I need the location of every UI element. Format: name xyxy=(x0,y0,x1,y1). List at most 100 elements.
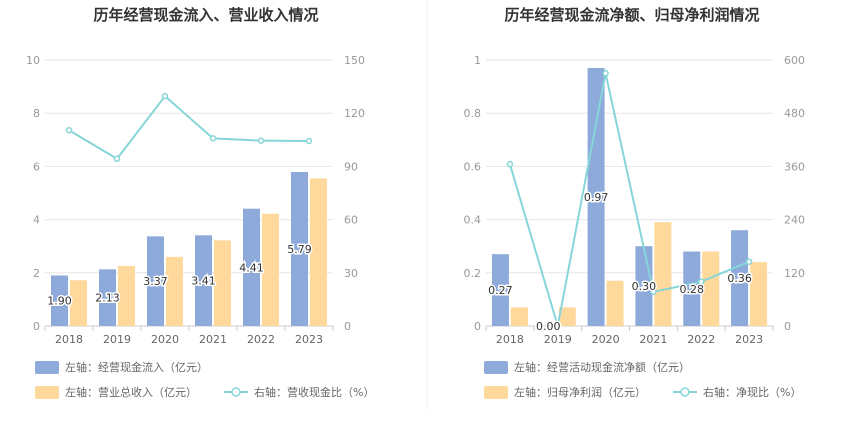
bar-left-series xyxy=(195,235,212,326)
y-right-tick-label: 30 xyxy=(344,267,358,280)
ratio-point xyxy=(506,160,514,168)
bar-right-series xyxy=(654,222,672,326)
bar-data-label: 0.30 xyxy=(632,280,657,293)
y-left-tick-label: 2 xyxy=(33,267,40,280)
bar-data-label: 0.00 xyxy=(536,320,561,333)
bar-data-label: 2.13 xyxy=(95,292,120,305)
y-left-tick-label: 0 xyxy=(474,320,481,333)
bar-right-series xyxy=(70,280,87,326)
legend-swatch xyxy=(484,361,508,374)
x-tick-label: 2023 xyxy=(295,333,323,346)
y-left-tick-label: 0.4 xyxy=(464,214,482,227)
ratio-point xyxy=(745,258,753,265)
bar-right-series xyxy=(750,262,768,326)
x-tick-label: 2020 xyxy=(592,333,620,346)
legend-marker xyxy=(231,387,241,397)
bar-data-label: 0.28 xyxy=(680,283,705,296)
legend-item-left-bar[interactable]: 左轴：经营活动现金流净额（亿元） xyxy=(484,360,690,374)
y-right-tick-label: 0 xyxy=(344,320,351,333)
bar-left-series xyxy=(683,251,701,326)
legend-swatch xyxy=(35,361,59,374)
legend-label: 右轴：净现比（%） xyxy=(703,385,801,399)
y-left-tick-label: 8 xyxy=(33,107,40,120)
bar-left-series xyxy=(243,208,260,326)
bar-right-series xyxy=(702,251,720,326)
chart-net-cashflow-profit: 历年经营现金流净额、归母净利润情况 0 0 0.2 120 0.4 240 0.6 360 0.… xyxy=(464,6,805,399)
ratio-point xyxy=(257,137,265,144)
x-tick-label: 2021 xyxy=(639,333,667,346)
ratio-line xyxy=(508,73,750,327)
y-right-tick-label: 90 xyxy=(344,160,358,173)
x-tick-label: 2022 xyxy=(687,333,715,346)
bar-left-series xyxy=(99,269,116,326)
y-left-tick-label: 1 xyxy=(474,54,481,67)
legend-item-right-bar[interactable]: 左轴：归母净利润（亿元） xyxy=(484,385,646,399)
bar-left-series xyxy=(587,67,605,326)
x-tick-label: 2018 xyxy=(55,333,83,346)
y-left-tick-label: 0.2 xyxy=(464,267,482,280)
ratio-point xyxy=(650,288,657,296)
ratio-point xyxy=(698,278,705,285)
x-tick-label: 2018 xyxy=(496,333,524,346)
bar-data-label: 0.97 xyxy=(584,191,609,204)
y-right-tick-label: 480 xyxy=(784,107,805,120)
bar-right-series xyxy=(510,307,528,326)
legend-label: 左轴：经营现金流入（亿元） xyxy=(65,360,208,374)
legend-item-left-bar[interactable]: 左轴：经营现金流入（亿元） xyxy=(35,360,208,374)
chart-cash-inflow-revenue: 历年经营现金流入、营业收入情况 0 0 2 30 4 60 6 90 8 120 10 150 2018… xyxy=(26,6,374,399)
legend-label: 右轴：营收现金比（%） xyxy=(254,385,374,399)
y-right-tick-label: 120 xyxy=(784,267,805,280)
x-tick-label: 2022 xyxy=(247,333,275,346)
bar-data-label: 5.79 xyxy=(287,243,312,256)
chart-title: 历年经营现金流净额、归母净利润情况 xyxy=(504,6,759,24)
y-left-tick-label: 4 xyxy=(33,214,40,227)
bar-data-label: 0.36 xyxy=(727,272,752,285)
legend-item-line[interactable]: 右轴：净现比（%） xyxy=(673,385,801,399)
bar-data-label: 4.41 xyxy=(239,261,264,274)
ratio-point xyxy=(554,322,561,330)
x-tick-label: 2020 xyxy=(151,333,179,346)
y-right-tick-label: 360 xyxy=(784,160,805,173)
bar-data-label: 1.90 xyxy=(47,295,72,308)
bar-right-series xyxy=(606,280,624,326)
bar-left-series xyxy=(291,171,308,326)
legend-swatch xyxy=(484,386,508,399)
y-right-tick-label: 150 xyxy=(344,54,365,67)
ratio-line xyxy=(68,94,310,161)
ratio-point xyxy=(161,92,169,100)
y-left-tick-label: 6 xyxy=(33,160,40,173)
bar-left-series xyxy=(147,236,164,326)
y-right-tick-label: 60 xyxy=(344,214,358,227)
x-tick-label: 2019 xyxy=(103,333,131,346)
bar-right-series xyxy=(166,256,183,326)
legend-swatch xyxy=(35,386,59,399)
bar-data-label: 3.41 xyxy=(191,275,216,288)
y-right-tick-label: 240 xyxy=(784,214,805,227)
bar-right-series xyxy=(118,265,135,326)
y-left-tick-label: 0.6 xyxy=(464,160,482,173)
bar-left-series xyxy=(731,230,749,326)
x-tick-label: 2021 xyxy=(199,333,227,346)
y-right-tick-label: 120 xyxy=(344,107,365,120)
bar-right-series xyxy=(310,178,327,326)
legend-marker xyxy=(680,387,690,397)
ratio-point xyxy=(209,135,217,142)
bar-data-label: 3.37 xyxy=(143,275,168,288)
bar-data-label: 0.27 xyxy=(488,284,513,297)
y-left-tick-label: 10 xyxy=(26,54,40,67)
y-right-tick-label: 600 xyxy=(784,54,805,67)
legend-item-right-bar[interactable]: 左轴：营业总收入（亿元） xyxy=(35,385,197,399)
bar-right-series xyxy=(214,240,231,326)
bar-left-series xyxy=(491,254,509,326)
x-tick-label: 2019 xyxy=(544,333,572,346)
bar-right-series xyxy=(558,307,576,326)
legend-item-line[interactable]: 右轴：营收现金比（%） xyxy=(224,385,374,399)
x-tick-label: 2023 xyxy=(735,333,763,346)
legend-label: 左轴：经营活动现金流净额（亿元） xyxy=(514,360,690,374)
ratio-point xyxy=(113,155,121,163)
chart-title: 历年经营现金流入、营业收入情况 xyxy=(93,6,318,24)
y-left-tick-label: 0 xyxy=(33,320,40,333)
y-right-tick-label: 0 xyxy=(784,320,791,333)
legend-label: 左轴：归母净利润（亿元） xyxy=(514,385,646,399)
